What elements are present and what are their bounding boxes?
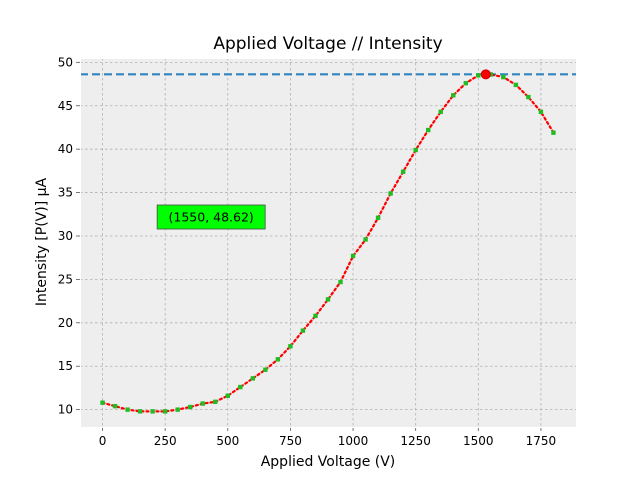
data-point bbox=[300, 328, 306, 333]
data-point bbox=[325, 297, 331, 302]
data-point bbox=[150, 409, 155, 414]
data-point bbox=[476, 73, 481, 78]
data-point bbox=[188, 404, 193, 410]
series bbox=[80, 69, 576, 414]
chart-title: Applied Voltage // Intensity bbox=[213, 34, 442, 54]
data-point bbox=[200, 401, 205, 406]
x-tick-label: 0 bbox=[99, 434, 107, 448]
x-tick-label: 1750 bbox=[526, 434, 557, 448]
y-axis-label: Intensity [P(V)] μA bbox=[34, 177, 50, 306]
data-point bbox=[112, 403, 118, 409]
data-point bbox=[137, 409, 143, 414]
data-point bbox=[438, 109, 443, 115]
y-tick-label: 40 bbox=[58, 142, 73, 156]
data-point bbox=[250, 376, 256, 381]
data-point bbox=[288, 344, 293, 349]
y-tick-label: 20 bbox=[58, 316, 73, 330]
y-tick-label: 10 bbox=[58, 403, 73, 417]
data-point bbox=[451, 93, 456, 98]
data-point bbox=[501, 74, 506, 80]
y-tick-label: 30 bbox=[58, 229, 73, 243]
y-tick-label: 35 bbox=[58, 186, 73, 200]
data-point bbox=[125, 407, 130, 412]
data-point bbox=[551, 130, 556, 135]
grid bbox=[80, 58, 576, 427]
data-point bbox=[463, 80, 468, 86]
x-tick-label: 1000 bbox=[338, 434, 369, 448]
data-point bbox=[263, 367, 268, 372]
x-tick-label: 250 bbox=[154, 434, 177, 448]
data-point bbox=[275, 357, 281, 362]
data-point bbox=[488, 72, 494, 77]
data-point bbox=[213, 399, 218, 405]
x-tick-label: 1500 bbox=[463, 434, 494, 448]
data-point bbox=[350, 253, 356, 259]
x-tick-label: 1250 bbox=[400, 434, 431, 448]
data-point bbox=[162, 409, 168, 414]
data-point bbox=[513, 82, 519, 88]
data-point bbox=[100, 400, 105, 405]
y-tick-label: 50 bbox=[58, 55, 73, 69]
plot-area bbox=[80, 58, 576, 427]
data-point bbox=[413, 147, 418, 153]
max-point-marker bbox=[480, 69, 491, 80]
data-point bbox=[388, 191, 393, 196]
data-point bbox=[238, 384, 243, 390]
x-tick-label: 500 bbox=[216, 434, 239, 448]
data-point bbox=[526, 94, 531, 100]
data-point bbox=[375, 215, 381, 220]
data-point bbox=[338, 279, 343, 285]
plot-frame bbox=[80, 58, 577, 428]
y-tick-label: 25 bbox=[58, 272, 73, 286]
y-tick-label: 45 bbox=[58, 99, 73, 113]
data-point bbox=[225, 393, 230, 398]
axis-ticks: 0 250 500 750 1000 1250 1500 1750 10 15 20 25 30 35 40… bbox=[58, 55, 556, 448]
x-axis-label: Applied Voltage (V) bbox=[261, 454, 396, 470]
annotation-group: (1550, 48.62) bbox=[156, 204, 266, 230]
data-point bbox=[175, 407, 180, 412]
data-point bbox=[363, 237, 368, 242]
y-tick-label: 15 bbox=[58, 359, 73, 373]
annotation-box bbox=[156, 204, 266, 230]
data-point bbox=[538, 109, 544, 115]
data-point bbox=[313, 313, 318, 319]
data-point bbox=[426, 127, 431, 133]
x-tick-label: 750 bbox=[279, 434, 302, 448]
annotation-text: (1550, 48.62) bbox=[169, 210, 254, 225]
data-point bbox=[400, 169, 406, 174]
